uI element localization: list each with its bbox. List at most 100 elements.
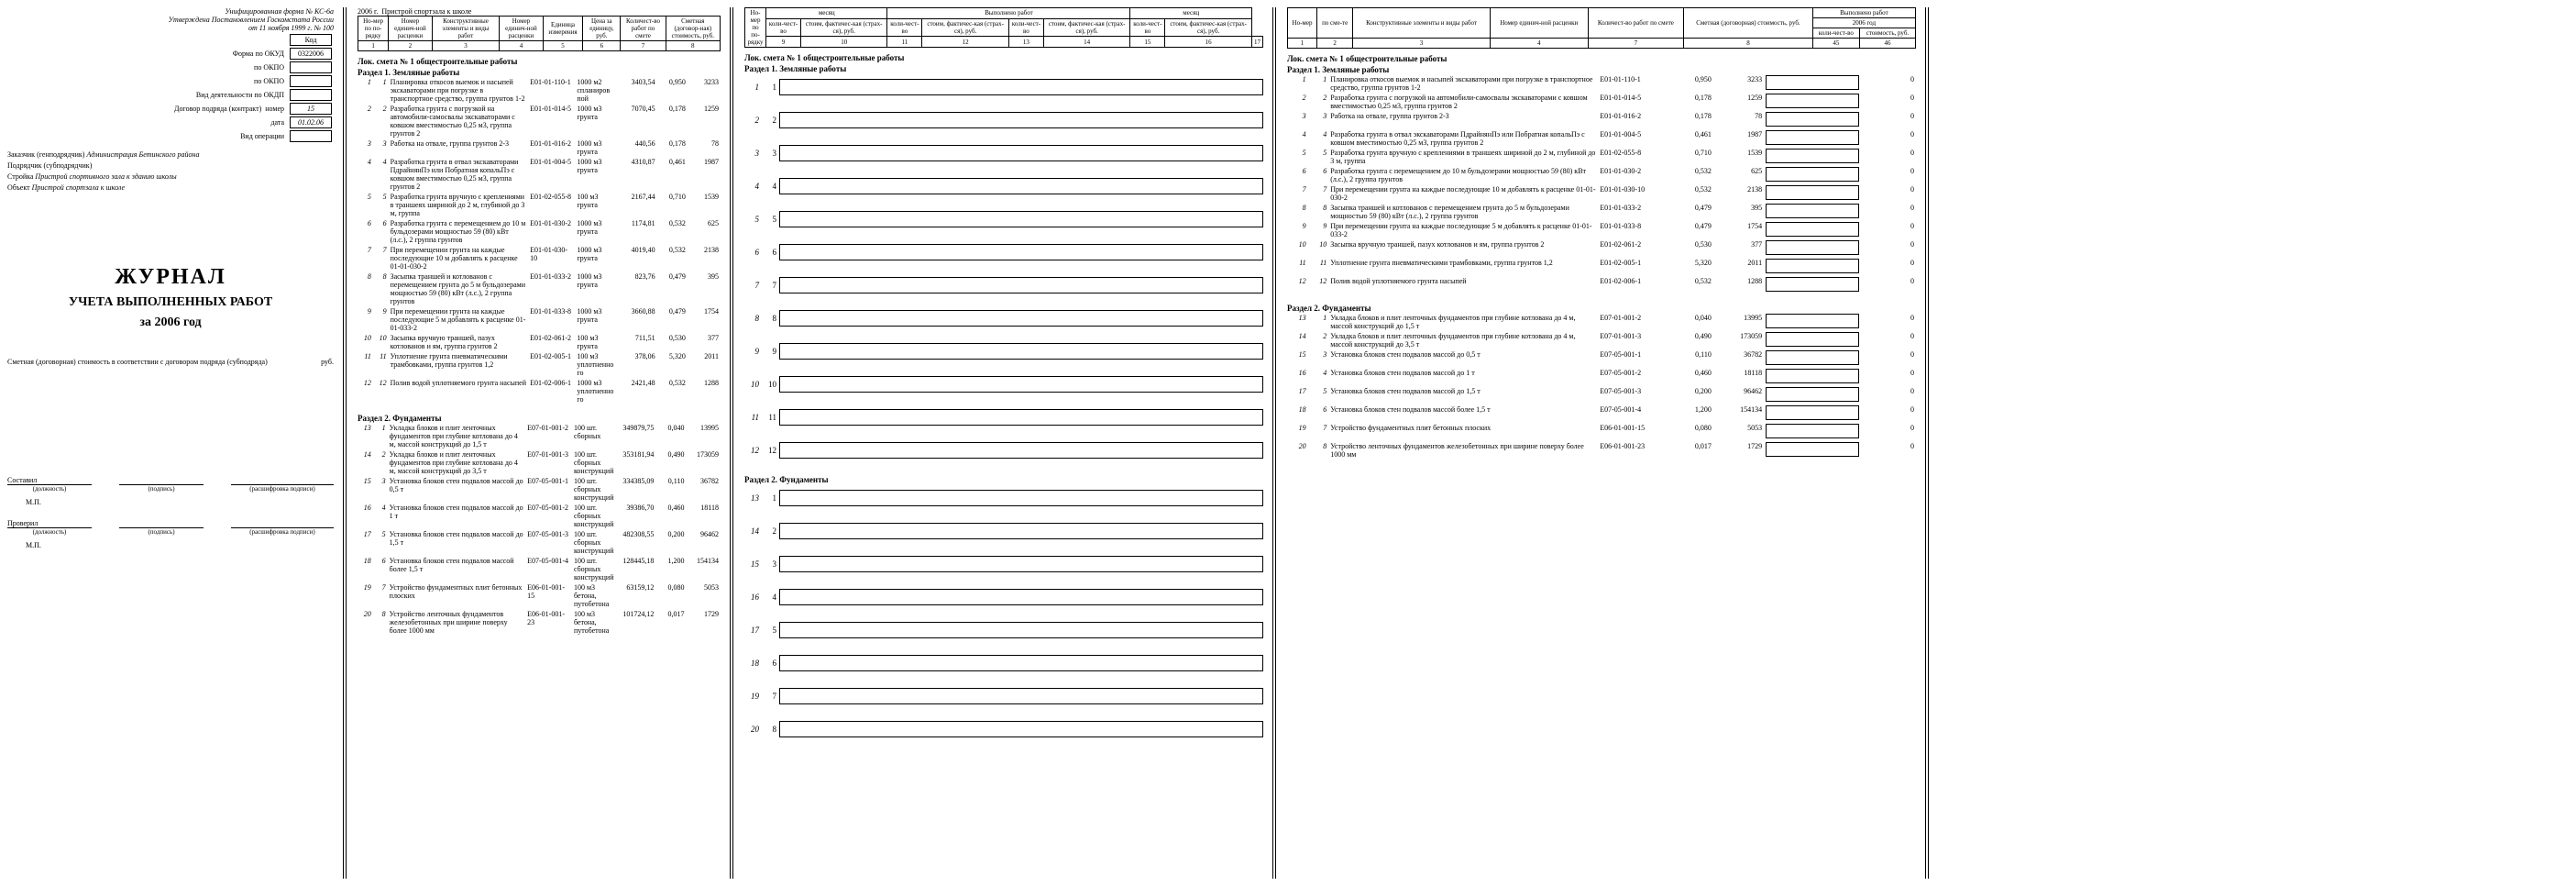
- p2-section-title: Лок. смета № 1 общестроительные работы: [358, 57, 721, 66]
- signatures: Составил (должность) (подпись) (расшифро…: [7, 476, 334, 549]
- qty-box[interactable]: [1766, 240, 1859, 255]
- table-row: 10 10 Засыпка вручную траншей, пазух кот…: [1287, 239, 1916, 258]
- qty-box[interactable]: [1766, 424, 1859, 438]
- blank-line-box[interactable]: [779, 490, 1263, 506]
- page-4-summary: Но-мер по сме-те Конструктивные элементы…: [1287, 7, 1929, 879]
- qty-box[interactable]: [1766, 442, 1859, 457]
- table-row: 13 1 Укладка блоков и плит ленточных фун…: [358, 423, 721, 449]
- blank-line-box[interactable]: [779, 523, 1263, 539]
- qty-box[interactable]: [1766, 332, 1859, 347]
- table-row: 17 5 Установка блоков стен подвалов масс…: [358, 529, 721, 556]
- blank-line-box[interactable]: [779, 343, 1263, 360]
- blank-row: 33: [744, 145, 1263, 161]
- project-row: Стройка Пристрой спортивного зала к здан…: [7, 172, 334, 181]
- blank-row: 88: [744, 310, 1263, 327]
- blank-line-box[interactable]: [779, 376, 1263, 393]
- qty-box[interactable]: [1766, 314, 1859, 328]
- p3-header-table: Но-мер по по-рядку месяц Выполнено работ…: [744, 7, 1263, 48]
- p3-razdel-2: Раздел 2. Фундаменты: [744, 475, 1263, 484]
- table-row: 18 6 Установка блоков стен подвалов масс…: [358, 556, 721, 582]
- table-row: 7 7 При перемещении грунта на каждые пос…: [1287, 184, 1916, 203]
- qty-box[interactable]: [1766, 149, 1859, 163]
- table-row: 8 8 Засыпка траншей и котлованов с перем…: [1287, 203, 1916, 221]
- qty-box[interactable]: [1766, 277, 1859, 292]
- blank-line-box[interactable]: [779, 409, 1263, 426]
- blank-line-box[interactable]: [779, 79, 1263, 95]
- blank-line-box[interactable]: [779, 655, 1263, 671]
- blank-row: 11: [744, 79, 1263, 95]
- p4-rows-1: 1 1 Планировка откосов выемок и насыпей …: [1287, 74, 1916, 294]
- p3-section-title: Лок. смета № 1 общестроительные работы: [744, 53, 1263, 62]
- p4-rows-2: 13 1 Укладка блоков и плит ленточных фун…: [1287, 313, 1916, 460]
- table-row: 5 5 Разработка грунта вручную с креплени…: [358, 192, 721, 218]
- blank-line-box[interactable]: [779, 688, 1263, 704]
- table-row: 2 2 Разработка грунта с погрузкой на авт…: [358, 104, 721, 138]
- blank-row: 186: [744, 655, 1263, 671]
- p2-razdel-1: Раздел 1. Земляные работы: [358, 68, 721, 77]
- blank-row: 175: [744, 622, 1263, 638]
- blank-line-box[interactable]: [779, 442, 1263, 459]
- blank-row: 208: [744, 721, 1263, 737]
- table-row: 20 8 Устройство ленточных фундаментов же…: [1287, 441, 1916, 460]
- qty-box[interactable]: [1766, 130, 1859, 145]
- qty-box[interactable]: [1766, 387, 1859, 402]
- blank-line-box[interactable]: [779, 310, 1263, 327]
- table-row: 19 7 Устройство фундаментных плит бетонн…: [358, 582, 721, 609]
- blank-row: 164: [744, 589, 1263, 605]
- qty-box[interactable]: [1766, 405, 1859, 420]
- blank-line-box[interactable]: [779, 622, 1263, 638]
- blank-row: 131: [744, 490, 1263, 506]
- journal-subtitle: УЧЕТА ВЫПОЛНЕННЫХ РАБОТ: [7, 295, 334, 310]
- contractor-row: Подрядчик (субподрядчик): [7, 161, 334, 170]
- qty-box[interactable]: [1766, 350, 1859, 365]
- blank-line-box[interactable]: [779, 589, 1263, 605]
- table-row: 14 2 Укладка блоков и плит ленточных фун…: [1287, 331, 1916, 349]
- table-row: 20 8 Устройство ленточных фундаментов же…: [358, 609, 721, 636]
- p2-razdel-2: Раздел 2. Фундаменты: [358, 414, 721, 423]
- blank-row: 153: [744, 556, 1263, 572]
- table-row: 3 3 Работка на отвале, группа грунтов 2-…: [358, 138, 721, 157]
- qty-box[interactable]: [1766, 112, 1859, 127]
- qty-box[interactable]: [1766, 259, 1859, 273]
- table-row: 1 1 Планировка откосов выемок и насыпей …: [1287, 74, 1916, 93]
- customer-row: Заказчик (генподрядчик) Администрация Бе…: [7, 150, 334, 159]
- blank-row: 1111: [744, 409, 1263, 426]
- blank-line-box[interactable]: [779, 112, 1263, 128]
- qty-box[interactable]: [1766, 94, 1859, 108]
- table-row: 1 1 Планировка откосов выемок и насыпей …: [358, 77, 721, 104]
- blank-line-box[interactable]: [779, 211, 1263, 227]
- p4-header-table: Но-мер по сме-те Конструктивные элементы…: [1287, 7, 1916, 49]
- table-row: 5 5 Разработка грунта вручную с креплени…: [1287, 148, 1916, 166]
- qty-box[interactable]: [1766, 185, 1859, 200]
- table-row: 13 1 Укладка блоков и плит ленточных фун…: [1287, 313, 1916, 331]
- blank-line-box[interactable]: [779, 277, 1263, 293]
- table-row: 12 12 Полив водой уплотняемого грунта на…: [358, 378, 721, 404]
- table-row: 11 11 Уплотнение грунта пневматическими …: [1287, 258, 1916, 276]
- table-row: 4 4 Разработка грунта в отвал экскаватор…: [358, 157, 721, 192]
- journal-year: за 2006 год: [7, 316, 334, 330]
- p4-razdel-2: Раздел 2. Фундаменты: [1287, 304, 1916, 313]
- journal-title: ЖУРНАЛ: [7, 265, 334, 290]
- table-row: 6 6 Разработка грунта с перемещением до …: [358, 218, 721, 245]
- table-row: 4 4 Разработка грунта в отвал экскаватор…: [1287, 129, 1916, 148]
- table-row: 18 6 Установка блоков стен подвалов масс…: [1287, 404, 1916, 423]
- object-row: Объект Пристрой спортзала к школе: [7, 183, 334, 192]
- blank-line-box[interactable]: [779, 721, 1263, 737]
- qty-box[interactable]: [1766, 222, 1859, 237]
- blank-row: 197: [744, 688, 1263, 704]
- p2-rows-2: 13 1 Укладка блоков и плит ленточных фун…: [358, 423, 721, 636]
- blank-line-box[interactable]: [779, 556, 1263, 572]
- blank-line-box[interactable]: [779, 178, 1263, 194]
- blank-line-box[interactable]: [779, 244, 1263, 260]
- blank-row: 66: [744, 244, 1263, 260]
- table-row: 15 3 Установка блоков стен подвалов масс…: [358, 476, 721, 503]
- qty-box[interactable]: [1766, 75, 1859, 90]
- qty-box[interactable]: [1766, 369, 1859, 383]
- qty-box[interactable]: [1766, 167, 1859, 182]
- blank-row: 77: [744, 277, 1263, 293]
- blank-line-box[interactable]: [779, 145, 1263, 161]
- page-3-blanks: Но-мер по по-рядку месяц Выполнено работ…: [744, 7, 1276, 879]
- blank-row: 22: [744, 112, 1263, 128]
- table-row: 6 6 Разработка грунта с перемещением до …: [1287, 166, 1916, 184]
- qty-box[interactable]: [1766, 204, 1859, 218]
